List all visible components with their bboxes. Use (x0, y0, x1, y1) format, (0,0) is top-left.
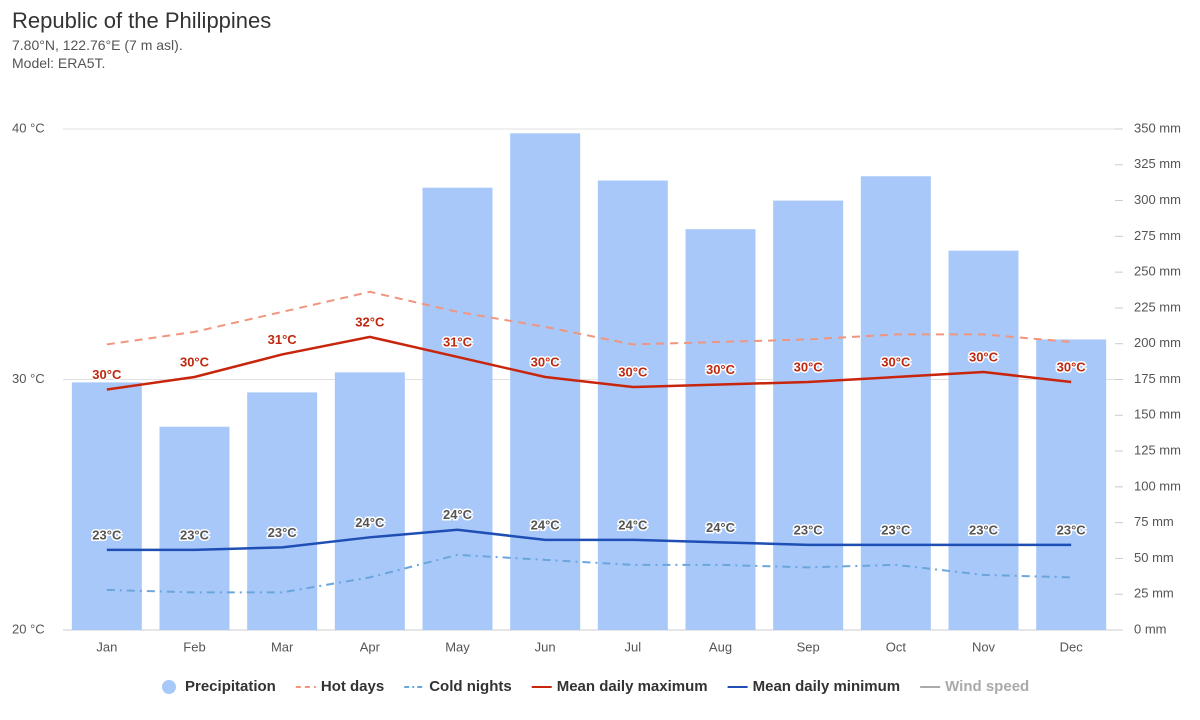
y2-tick-label: 325 mm (1134, 156, 1181, 171)
x-tick-label: Mar (271, 639, 294, 654)
x-tick-label: Jul (625, 639, 642, 654)
bar (510, 133, 581, 630)
data-label: 23°C (268, 525, 298, 540)
data-label: 30°C (881, 354, 911, 369)
bar (860, 176, 931, 631)
x-tick-label: Nov (972, 639, 996, 654)
legend-label[interactable]: Mean daily maximum (557, 678, 708, 695)
y2-tick-label: 75 mm (1134, 514, 1174, 529)
data-label: 30°C (706, 362, 736, 377)
data-label: 24°C (531, 517, 561, 532)
x-tick-label: Sep (797, 639, 820, 654)
y2-tick-label: 300 mm (1134, 192, 1181, 207)
x-tick-label: Dec (1060, 639, 1084, 654)
y2-tick-label: 25 mm (1134, 586, 1174, 601)
x-tick-label: Aug (709, 639, 732, 654)
y2-tick-label: 275 mm (1134, 228, 1181, 243)
data-label: 32°C (355, 314, 385, 329)
bar (247, 392, 318, 630)
data-label: 23°C (881, 522, 911, 537)
y2-tick-label: 225 mm (1134, 299, 1181, 314)
x-tick-label: Oct (886, 639, 907, 654)
bar (597, 180, 668, 630)
line (106, 528, 1072, 552)
x-tick-label: Jun (535, 639, 556, 654)
x-tick-label: Apr (360, 639, 381, 654)
legend-label[interactable]: Hot days (321, 678, 384, 695)
bar (1036, 339, 1107, 630)
data-label: 24°C (618, 517, 648, 532)
data-label: 24°C (443, 507, 473, 522)
data-label: 23°C (794, 522, 824, 537)
bar (685, 229, 756, 630)
data-label: 23°C (1057, 522, 1087, 537)
legend-marker (162, 680, 176, 694)
y-tick-label: 30 °C (12, 371, 45, 386)
y2-tick-label: 125 mm (1134, 443, 1181, 458)
y2-tick-label: 250 mm (1134, 264, 1181, 279)
x-tick-label: Jan (96, 639, 117, 654)
line (106, 553, 1072, 594)
y2-tick-label: 200 mm (1134, 335, 1181, 350)
y-tick-label: 40 °C (12, 120, 45, 135)
chart-title: Republic of the Philippines (12, 8, 271, 33)
x-tick-label: May (445, 639, 470, 654)
data-label: 24°C (355, 515, 385, 530)
y-tick-label: 20 °C (12, 621, 45, 636)
data-label: 24°C (706, 520, 736, 535)
data-label: 30°C (794, 359, 824, 374)
data-label: 31°C (443, 334, 473, 349)
legend-label[interactable]: Precipitation (185, 678, 276, 695)
legend-label[interactable]: Mean daily minimum (753, 678, 901, 695)
y2-tick-label: 50 mm (1134, 550, 1174, 565)
data-label: 30°C (1057, 359, 1087, 374)
chart-subtitle: Model: ERA5T. (12, 55, 105, 71)
line (106, 335, 1072, 391)
bar (334, 372, 405, 630)
x-tick-label: Feb (183, 639, 205, 654)
bar (71, 382, 142, 630)
y2-tick-label: 100 mm (1134, 478, 1181, 493)
data-label: 30°C (618, 364, 648, 379)
data-label: 30°C (531, 354, 561, 369)
chart-subtitle: 7.80°N, 122.76°E (7 m asl). (12, 37, 183, 53)
data-label: 30°C (969, 349, 999, 364)
bar (159, 426, 230, 630)
bar (422, 187, 493, 630)
data-label: 30°C (180, 354, 210, 369)
bar (948, 250, 1019, 630)
y2-tick-label: 150 mm (1134, 407, 1181, 422)
y2-tick-label: 350 mm (1134, 120, 1181, 135)
line (106, 290, 1072, 346)
y2-tick-label: 0 mm (1134, 621, 1167, 636)
legend-label[interactable]: Wind speed (945, 678, 1029, 695)
bar (773, 200, 844, 631)
y2-tick-label: 175 mm (1134, 371, 1181, 386)
data-label: 23°C (180, 527, 210, 542)
legend-label[interactable]: Cold nights (429, 678, 512, 695)
data-label: 23°C (92, 527, 122, 542)
data-label: 31°C (268, 332, 298, 347)
data-label: 30°C (92, 367, 122, 382)
data-label: 23°C (969, 522, 999, 537)
